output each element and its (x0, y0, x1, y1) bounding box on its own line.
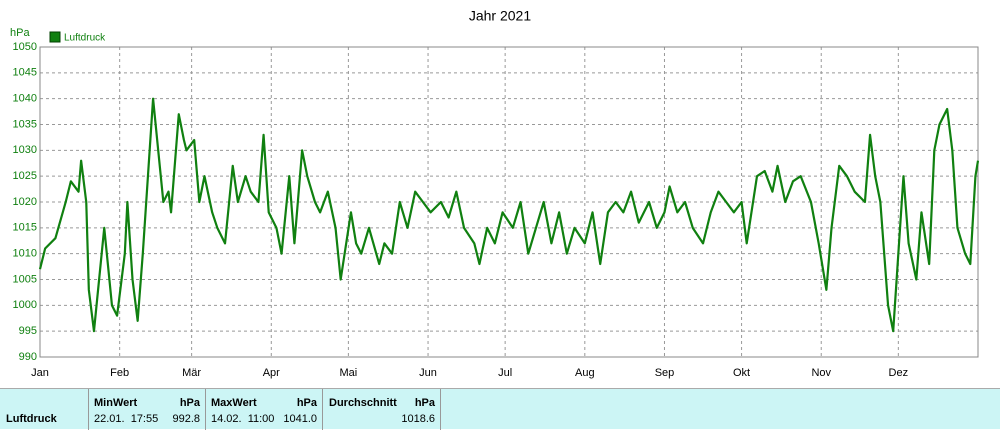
x-tick-label: Jun (419, 367, 437, 379)
stats-table: Luftdruck MinWert hPa 22.01. 17:55 992.8… (0, 388, 1000, 430)
min-unit: hPa (179, 397, 200, 409)
max-unit: hPa (296, 397, 317, 409)
x-tick-label: Aug (575, 367, 595, 379)
avg-header: Durchschnitt (329, 397, 397, 409)
avg-value: 1018.6 (401, 413, 435, 425)
row-label-cell: Luftdruck (0, 389, 89, 430)
y-tick-label: 1025 (13, 170, 37, 182)
x-tick-label: Sep (655, 367, 675, 379)
plot-frame (39, 46, 979, 358)
x-tick-label: Jul (498, 367, 512, 379)
y-tick-label: 1045 (13, 67, 37, 79)
line (38, 97, 980, 333)
y-tick-label: 995 (19, 325, 37, 337)
y-tick-label: 990 (19, 351, 37, 363)
y-tick-label: 1015 (13, 222, 37, 234)
x-tick-label: Nov (811, 367, 831, 379)
x-tick-label: Feb (110, 367, 129, 379)
y-tick-label: 1000 (13, 299, 37, 311)
max-header: MaxWert (211, 397, 257, 409)
min-time: 22.01. 17:55 (94, 413, 159, 425)
max-cell: MaxWert hPa 14.02. 11:00 1041.0 (206, 389, 323, 430)
y-unit: hPa (10, 27, 30, 39)
y-tick-label: 1050 (13, 41, 37, 53)
chart: Jahr 2021 hPa 990 995 1000 1005 1010 1015 1020… (10, 8, 980, 379)
x-tick-label: Dez (889, 367, 909, 379)
legend-label: Luftdruck (64, 33, 106, 44)
max-time: 14.02. 11:00 (211, 413, 275, 425)
x-tick-label: Mär (182, 367, 201, 379)
avg-unit: hPa (414, 397, 435, 409)
min-cell: MinWert hPa 22.01. 17:55 992.8 (89, 389, 206, 430)
y-tick-label: 1030 (13, 144, 37, 156)
y-tick-label: 1035 (13, 118, 37, 130)
x-tick-label: Okt (733, 367, 750, 379)
y-tick-label: 1020 (13, 196, 37, 208)
chart-title: Jahr 2021 (469, 8, 531, 24)
x-tick-label: Apr (263, 367, 280, 379)
legend-swatch (49, 31, 61, 43)
x-tick-label: Jan (31, 367, 49, 379)
avg-cell: Durchschnitt hPa 1018.6 (323, 389, 441, 430)
row-label: Luftdruck (6, 413, 57, 425)
min-value: 992.8 (172, 413, 200, 425)
min-header: MinWert (94, 397, 138, 409)
max-value: 1041.0 (283, 413, 317, 425)
y-tick-label: 1040 (13, 93, 37, 105)
y-tick-label: 1010 (13, 248, 37, 260)
x-tick-label: Mai (340, 367, 358, 379)
y-tick-label: 1005 (13, 273, 37, 285)
